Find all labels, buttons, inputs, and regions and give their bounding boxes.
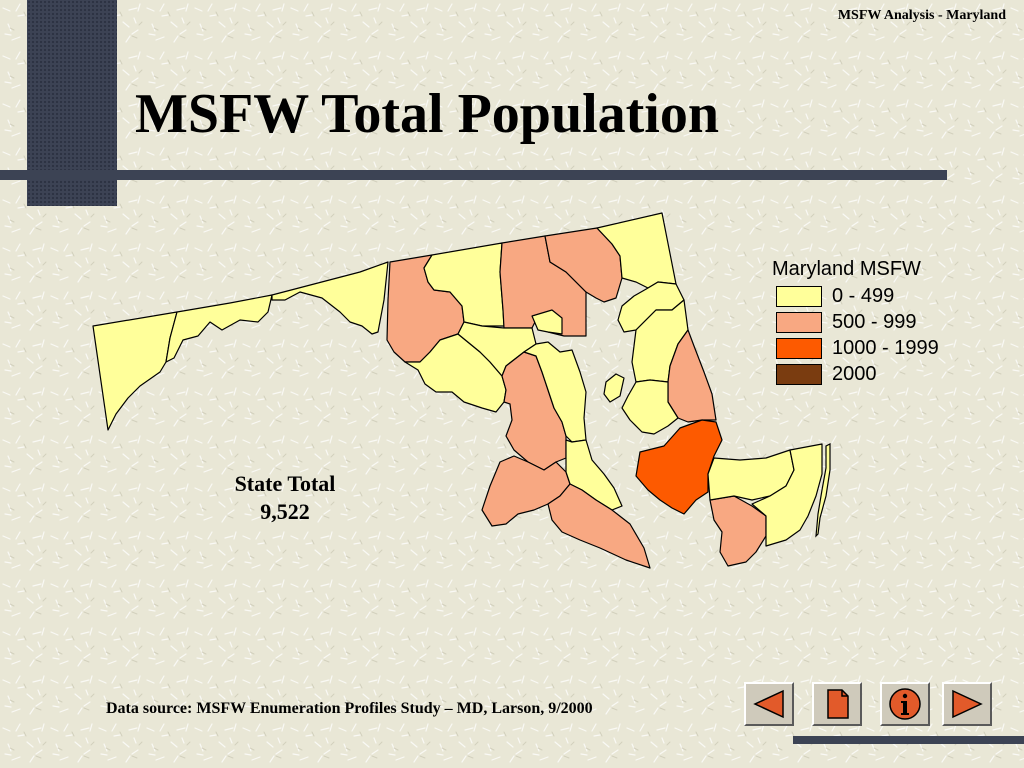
county-allegany xyxy=(165,294,273,363)
county-baltimore-city xyxy=(531,309,563,335)
legend: Maryland MSFW 0 - 499 500 - 999 1000 - 1… xyxy=(772,258,939,387)
assateague-island xyxy=(815,443,831,538)
legend-label: 0 - 499 xyxy=(832,284,895,307)
legend-item: 0 - 499 xyxy=(772,283,939,309)
legend-item: 2000 xyxy=(772,361,939,387)
county-cecil xyxy=(596,212,677,289)
county-calvert xyxy=(565,439,623,511)
legend-item: 1000 - 1999 xyxy=(772,335,939,361)
county-dorchester xyxy=(635,419,723,515)
county-talbot xyxy=(621,379,679,435)
county-kent-island xyxy=(603,373,625,403)
info-icon xyxy=(889,688,921,720)
title-underline-bar xyxy=(0,170,947,180)
legend-swatch xyxy=(776,363,822,385)
county-somerset xyxy=(709,495,767,567)
bottom-accent-bar xyxy=(793,736,1024,744)
state-total-value: 9,522 xyxy=(260,499,310,524)
county-washington xyxy=(271,261,389,335)
maryland-county-map xyxy=(92,212,831,569)
page-title: MSFW Total Population xyxy=(135,83,720,145)
legend-swatch xyxy=(776,285,822,307)
next-slide-button[interactable] xyxy=(942,682,992,726)
county-worcester xyxy=(751,443,823,547)
previous-slide-button[interactable] xyxy=(744,682,794,726)
county-st-marys xyxy=(547,483,651,569)
document-icon xyxy=(827,689,849,719)
legend-title: Maryland MSFW xyxy=(772,258,921,280)
legend-item: 500 - 999 xyxy=(772,309,939,335)
legend-swatch xyxy=(776,311,822,333)
left-arrow-icon xyxy=(753,689,784,719)
info-button[interactable] xyxy=(880,682,930,726)
legend-label: 2000 xyxy=(832,362,877,385)
right-arrow-icon xyxy=(952,689,983,719)
legend-label: 500 - 999 xyxy=(832,310,917,333)
legend-label: 1000 - 1999 xyxy=(832,336,939,359)
data-source-note: Data source: MSFW Enumeration Profiles S… xyxy=(106,700,593,717)
legend-swatch xyxy=(776,337,822,359)
county-garrett xyxy=(92,311,178,431)
state-total-label: State Total xyxy=(234,471,336,496)
document-button[interactable] xyxy=(812,682,862,726)
state-total: State Total 9,522 xyxy=(200,470,370,526)
corner-label: MSFW Analysis - Maryland xyxy=(837,8,1006,23)
